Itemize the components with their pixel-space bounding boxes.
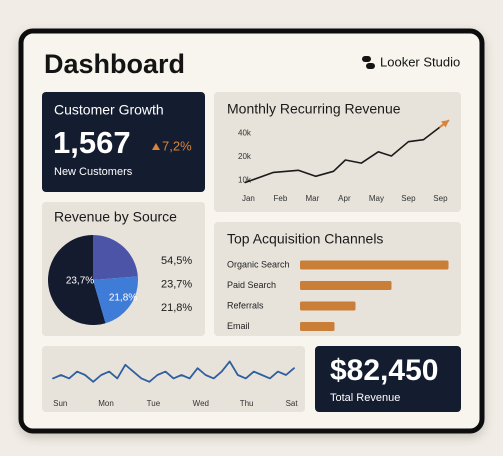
bar: [300, 301, 356, 311]
x-tick-label: Tue: [147, 399, 161, 408]
line: [52, 360, 295, 383]
kpi-panel: [42, 92, 205, 192]
x-tick-label: Sep: [433, 194, 448, 203]
panel: [214, 92, 461, 212]
x-tick-label: Feb: [274, 194, 288, 203]
slice-label: 21,8%: [109, 293, 137, 304]
x-tick-label: Sat: [286, 399, 299, 408]
legend-value: 54,5%: [161, 255, 192, 267]
x-tick-label: Apr: [338, 194, 351, 203]
panel: [214, 222, 461, 336]
y-tick-label: 20k: [238, 152, 252, 161]
bar: [300, 260, 449, 270]
kpi-caption: New Customers: [54, 166, 133, 178]
brand-name: Looker Studio: [380, 54, 460, 69]
x-tick-label: Sep: [401, 194, 416, 203]
pie-slice: [93, 276, 138, 324]
category-label: Email: [227, 321, 250, 331]
arrow-head: [441, 120, 449, 128]
x-tick-label: Jan: [242, 194, 255, 203]
brand-logo: [362, 56, 375, 69]
pie-slice: [93, 235, 138, 280]
legend-value: 21,8%: [161, 302, 192, 314]
x-tick-label: Mon: [98, 399, 114, 408]
pie-slice: [48, 235, 106, 325]
category-label: Organic Search: [227, 259, 290, 269]
kpi-change: 7,2%: [162, 138, 192, 153]
bar: [300, 322, 335, 331]
chart-title: Monthly Recurring Revenue: [227, 101, 401, 117]
kpi-panel: [315, 346, 461, 412]
y-tick-label: 40k: [238, 129, 252, 138]
bar: [300, 281, 392, 290]
x-tick-label: Thu: [240, 399, 254, 408]
chart-title: Top Acquisition Channels: [227, 231, 383, 247]
kpi-caption: Total Revenue: [330, 392, 400, 404]
category-label: Paid Search: [227, 280, 276, 290]
kpi-title: Customer Growth: [54, 102, 164, 118]
x-tick-label: Mar: [306, 194, 320, 203]
kpi-value: 1,567: [53, 125, 131, 160]
kpi-value: $82,450: [330, 354, 438, 387]
slice-label: 23,7%: [66, 276, 94, 287]
page-title: Dashboard: [44, 49, 185, 79]
category-label: Referrals: [227, 300, 264, 310]
chart-title: Revenue by Source: [54, 209, 177, 225]
x-tick-label: May: [369, 194, 384, 203]
legend-value: 23,7%: [161, 278, 192, 290]
x-tick-label: Sun: [53, 399, 67, 408]
up-arrow: [152, 143, 160, 150]
line: [244, 126, 441, 184]
x-tick-label: Wed: [193, 399, 209, 408]
y-tick-label: 10k: [238, 176, 252, 185]
